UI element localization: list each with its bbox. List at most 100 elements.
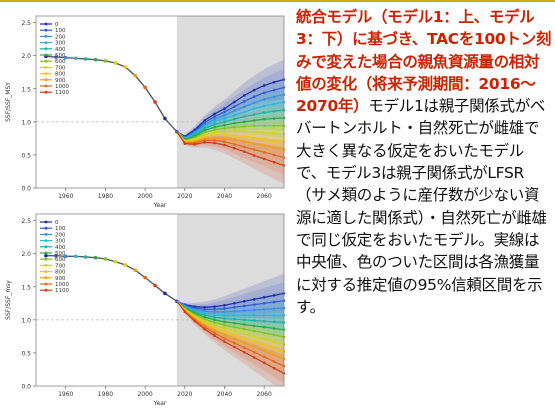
series-point-300: [272, 313, 276, 317]
series-line-100: [176, 86, 285, 138]
series-line-400: [176, 109, 285, 140]
series-point-100: [272, 300, 276, 304]
series-point-800: [213, 326, 216, 330]
historical-point: [113, 61, 118, 65]
series-point-0: [233, 302, 236, 305]
historical-point: [113, 259, 118, 264]
series-point-600: [252, 124, 256, 128]
series-point-700: [203, 133, 206, 136]
legend-marker-400: [44, 47, 48, 51]
x-tick-label: 2060: [257, 391, 272, 398]
ci-band-0: [176, 59, 284, 139]
series-point-1000: [252, 148, 256, 151]
series-point-400: [223, 120, 226, 124]
series-point-0: [213, 112, 216, 116]
legend-label-1000: 1000: [55, 84, 69, 90]
series-point-300: [223, 313, 226, 317]
series-point-600: [243, 327, 246, 331]
series-point-600: [203, 131, 206, 134]
series-point-900: [252, 142, 256, 145]
ci-band-700: [176, 120, 284, 147]
x-tick-label: 1980: [98, 391, 113, 398]
legend-marker-1000: [44, 282, 48, 286]
series-point-500: [233, 321, 236, 325]
historical-point: [123, 65, 128, 69]
series-point-0: [272, 294, 276, 297]
series-line-800: [176, 300, 285, 353]
series-point-900: [243, 140, 246, 143]
series-point-400: [223, 317, 226, 320]
series-point-300: [272, 102, 276, 106]
series-point-500: [233, 121, 236, 125]
series-point-1100: [243, 150, 246, 153]
historical-point: [143, 275, 147, 280]
series-point-1100: [223, 143, 226, 147]
series-point-1000: [252, 350, 256, 354]
series-point-1100: [183, 310, 187, 314]
series-point-0: [252, 88, 256, 92]
series-point-400: [203, 127, 206, 130]
y-tick-label: 0.5: [21, 350, 31, 357]
y-tick-label: 1.5: [21, 86, 31, 93]
series-point-100: [272, 88, 276, 92]
y-tick-label: 1.0: [21, 119, 31, 126]
x-axis-label: Year: [153, 202, 167, 208]
legend-marker-200: [44, 233, 48, 236]
legend-label-700: 700: [55, 263, 66, 269]
series-point-900: [233, 337, 236, 341]
y-tick-label: 1.5: [21, 284, 31, 291]
x-tick-label: 2060: [257, 193, 272, 200]
series-point-1100: [203, 141, 206, 144]
legend-label-1000: 1000: [55, 282, 69, 288]
legend-marker-1000: [44, 84, 48, 88]
historical-line: [45, 254, 178, 302]
figure-caption: 統合モデル（モデル1：上、モデル3：下）に基づき、TACを100トン刻みで変えた…: [296, 6, 552, 318]
legend-marker-500: [44, 53, 48, 57]
legend-marker-1100: [44, 288, 48, 292]
figure-column: 0.0 0.5 1.0 1.5 2.0 2.5 1960 1980 2000 2020 2040 20…: [0, 4, 292, 408]
caption-body: モデル1は親子関係式がベバートンホルト・自然死亡が雌雄で大きく異なる仮定をおいた…: [296, 97, 547, 316]
historical-point: [143, 85, 147, 90]
historical-point: [83, 57, 88, 61]
series-point-100: [233, 105, 236, 108]
series-point-700: [272, 340, 276, 343]
historical-point: [54, 55, 58, 59]
ci-band-1100: [176, 301, 284, 386]
legend-marker-1100: [44, 90, 48, 94]
series-point-600: [272, 333, 276, 337]
series-point-800: [203, 321, 206, 325]
historical-point: [103, 59, 108, 63]
series-point-400: [203, 313, 206, 317]
series-point-400: [233, 317, 236, 321]
y-tick-label: 0.0: [21, 384, 31, 391]
series-point-900: [272, 353, 276, 357]
legend-label-0: 0: [55, 220, 59, 226]
series-point-400: [243, 318, 246, 322]
series-point-1000: [233, 143, 236, 146]
series-point-1000: [243, 145, 246, 149]
series-point-1100: [272, 160, 276, 164]
historical-point: [73, 254, 78, 259]
series-point-400: [252, 113, 256, 116]
historical-point: [73, 56, 78, 61]
legend-label-0: 0: [55, 22, 59, 28]
historical-point: [163, 116, 167, 121]
series-line-700: [176, 300, 285, 345]
series-point-500: [203, 315, 206, 319]
series-point-500: [223, 320, 226, 324]
legend-label-1100: 1100: [55, 90, 69, 96]
legend-marker-400: [44, 245, 48, 249]
plot-frame: [35, 213, 285, 387]
legend-label-1100: 1100: [55, 288, 69, 294]
legend-marker-600: [44, 257, 48, 261]
caption-title: 統合モデル（モデル1：上、モデル3：下）に基づき、TACを100トン刻みで変えた…: [296, 8, 552, 116]
series-point-300: [233, 313, 236, 317]
series-point-1000: [213, 139, 216, 142]
series-point-300: [213, 120, 216, 124]
chart-model-1: 0.0 0.5 1.0 1.5 2.0 2.5 1960 1980 2000 2020 2040 20…: [0, 10, 292, 208]
series-point-200: [272, 307, 276, 310]
series-point-500: [243, 323, 246, 326]
series-point-900: [223, 137, 226, 140]
series-point-800: [233, 333, 236, 337]
